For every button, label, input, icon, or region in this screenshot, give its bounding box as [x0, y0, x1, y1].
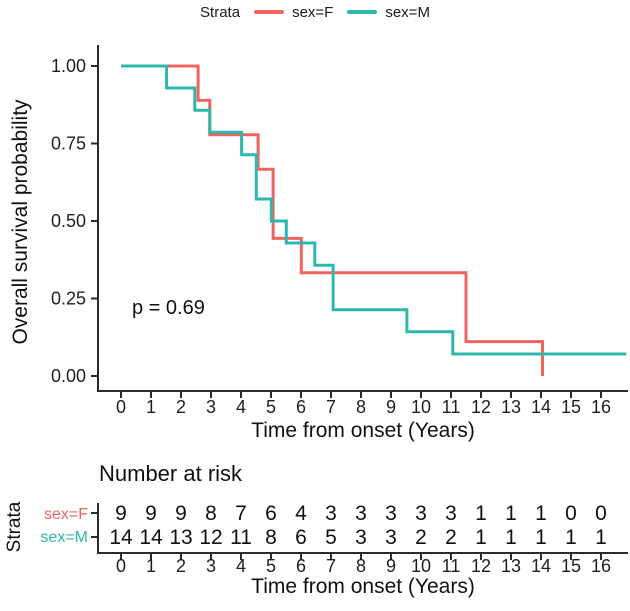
- risk-count-sexM-t10: 2: [415, 526, 427, 549]
- risk-count-sexM-t12: 1: [475, 526, 487, 549]
- x-tick-label: 8: [356, 397, 366, 417]
- x-tick-label: 4: [236, 397, 246, 417]
- risk-x-tick-label: 14: [531, 556, 551, 576]
- risk-count-sexF-t3: 8: [205, 502, 217, 525]
- risk-x-tick-label: 5: [266, 556, 276, 576]
- risk-count-sexF-t11: 3: [445, 502, 457, 525]
- risk-x-tick-label: 12: [471, 556, 491, 576]
- x-tick-label: 3: [206, 397, 216, 417]
- risk-count-sexM-t5: 8: [265, 526, 277, 549]
- risk-count-sexF-t10: 3: [415, 502, 427, 525]
- risk-x-tick-label: 2: [176, 556, 186, 576]
- x-axis-title: Time from onset (Years): [251, 419, 475, 442]
- risk-count-sexM-t4: 11: [230, 526, 252, 549]
- risk-count-sexM-t7: 5: [325, 526, 337, 549]
- risk-count-sexF-t16: 0: [595, 502, 607, 525]
- y-tick-label: 0.25: [51, 289, 86, 309]
- x-tick-label: 1: [146, 397, 156, 417]
- risk-x-tick-label: 0: [116, 556, 126, 576]
- legend-item-sexF: sex=F: [254, 4, 333, 21]
- x-tick-label: 14: [531, 397, 551, 417]
- risk-count-sexM-t13: 1: [505, 526, 517, 549]
- risk-row-label-sexM: sex=M: [40, 529, 88, 546]
- risk-count-sexM-t6: 6: [295, 526, 307, 549]
- risk-x-tick-label: 11: [442, 556, 461, 576]
- km-curve-sexF: [121, 64, 544, 376]
- risk-x-tick-label: 6: [296, 556, 306, 576]
- risk-count-sexM-t2: 13: [169, 526, 192, 549]
- legend-title: Strata: [200, 3, 241, 21]
- risk-count-sexF-t8: 3: [355, 502, 367, 525]
- risk-table-title: Number at risk: [99, 461, 243, 486]
- risk-x-tick-label: 1: [146, 556, 156, 576]
- risk-x-tick-label: 9: [386, 556, 396, 576]
- x-tick-label: 6: [296, 397, 306, 417]
- risk-count-sexF-t12: 1: [475, 502, 487, 525]
- risk-count-sexM-t0: 14: [109, 526, 133, 549]
- x-tick-label: 16: [591, 397, 611, 417]
- risk-count-sexF-t6: 4: [295, 502, 307, 525]
- x-tick-label: 10: [411, 397, 431, 417]
- risk-count-sexM-t16: 1: [595, 526, 607, 549]
- x-tick-label: 7: [326, 397, 336, 417]
- risk-count-sexM-t15: 1: [565, 526, 577, 549]
- risk-x-tick-label: 13: [501, 556, 521, 576]
- risk-x-tick-label: 15: [561, 556, 581, 576]
- risk-count-sexM-t14: 1: [535, 526, 547, 549]
- x-tick-label: 15: [561, 397, 581, 417]
- risk-count-sexM-t11: 2: [445, 526, 457, 549]
- pvalue-annotation: p = 0.69: [132, 297, 205, 319]
- risk-x-tick-label: 4: [236, 556, 246, 576]
- legend-label-sexF: sex=F: [292, 3, 334, 21]
- x-tick-label: 13: [501, 397, 521, 417]
- legend: Strata sex=F sex=M: [0, 2, 630, 22]
- x-tick-label: 0: [116, 397, 126, 417]
- x-tick-label: 11: [442, 397, 461, 417]
- risk-count-sexF-t2: 9: [175, 502, 187, 525]
- risk-count-sexF-t5: 6: [265, 502, 277, 525]
- risk-count-sexF-t13: 1: [505, 502, 517, 525]
- y-tick-label: 1.00: [51, 56, 86, 76]
- risk-x-tick-label: 7: [326, 556, 336, 576]
- legend-line-swatch-sexM-icon: [347, 10, 378, 14]
- x-tick-label: 2: [176, 397, 186, 417]
- x-tick-label: 5: [266, 397, 276, 417]
- risk-count-sexM-t8: 3: [355, 526, 367, 549]
- risk-count-sexF-t7: 3: [325, 502, 337, 525]
- y-tick-label: 0.75: [51, 134, 86, 154]
- risk-count-sexF-t9: 3: [385, 502, 397, 525]
- risk-x-tick-label: 3: [206, 556, 216, 576]
- risk-count-sexF-t0: 9: [115, 502, 127, 525]
- risk-count-sexM-t9: 3: [385, 526, 397, 549]
- risk-count-sexM-t1: 14: [139, 526, 163, 549]
- legend-label-sexM: sex=M: [385, 3, 430, 21]
- x-tick-label: 12: [471, 397, 491, 417]
- risk-count-sexF-t14: 1: [535, 502, 547, 525]
- risk-count-sexF-t1: 9: [145, 502, 157, 525]
- y-tick-label: 0.00: [51, 366, 86, 386]
- risk-x-tick-label: 16: [591, 556, 611, 576]
- risk-x-tick-label: 8: [356, 556, 366, 576]
- legend-line-swatch-sexF-icon: [254, 10, 285, 14]
- risk-count-sexF-t15: 0: [565, 502, 577, 525]
- risk-x-axis-title: Time from onset (Years): [251, 575, 475, 598]
- x-tick-label: 9: [386, 397, 396, 417]
- risk-count-sexM-t3: 12: [199, 526, 222, 549]
- legend-item-sexM: sex=M: [347, 4, 430, 21]
- y-tick-label: 0.50: [51, 211, 86, 231]
- km-curve-sexM: [121, 64, 627, 356]
- risk-x-tick-label: 10: [411, 556, 431, 576]
- risk-row-label-sexF: sex=F: [43, 506, 88, 523]
- risk-count-sexF-t4: 7: [235, 502, 247, 525]
